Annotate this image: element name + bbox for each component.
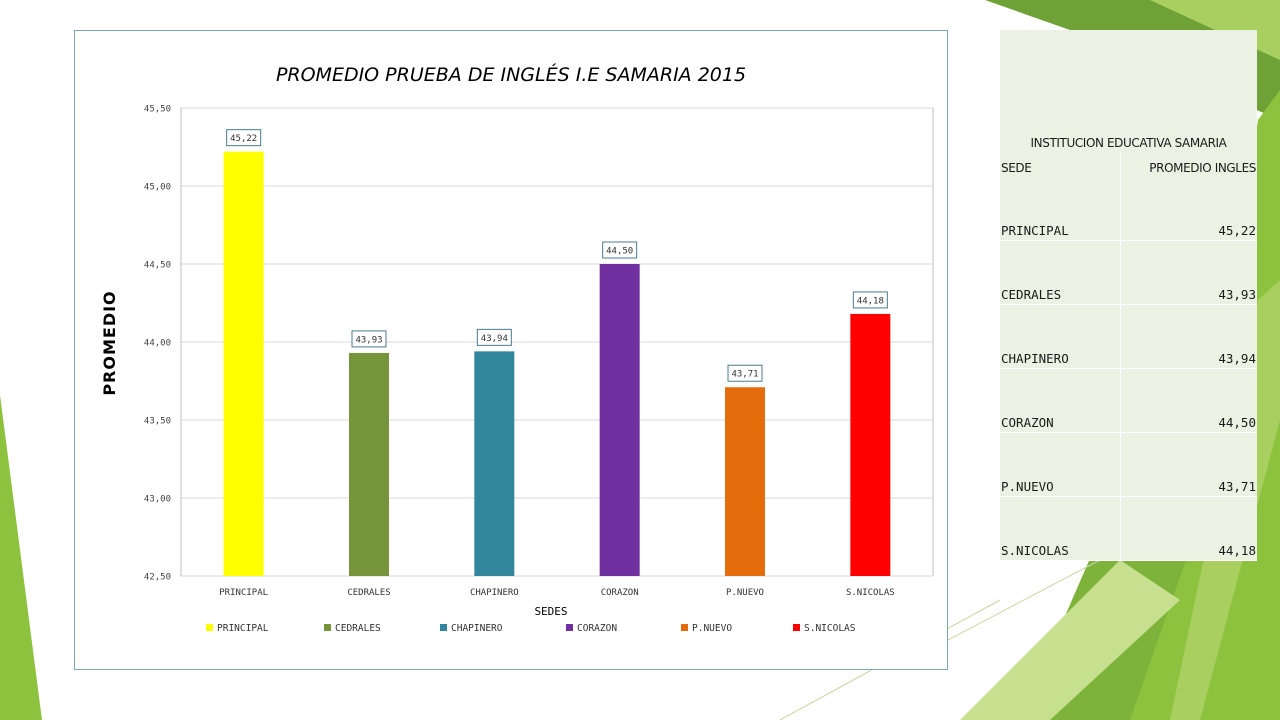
legend-label: CEDRALES — [335, 623, 381, 634]
table-cell-sede: PRINCIPAL — [1000, 177, 1121, 241]
bar — [474, 351, 515, 576]
plot-area: 42,50 43,00 43,50 44,00 44,50 45,00 45,50 45,22… — [144, 105, 934, 598]
legend-swatch — [793, 624, 800, 631]
legend-label: P.NUEVO — [692, 623, 732, 634]
table-cell-sede: P.NUEVO — [1000, 432, 1121, 497]
data-label: 43,94 — [481, 334, 508, 344]
chart-title: PROMEDIO PRUEBA DE INGLÉS I.E SAMARIA 20… — [276, 63, 746, 86]
data-label: 43,93 — [355, 335, 382, 345]
table-cell-promedio: 43,71 — [1120, 432, 1257, 497]
table-row: CORAZON 44,50 — [1000, 368, 1257, 433]
legend-swatch — [681, 624, 688, 631]
table-cell-promedio: 44,18 — [1120, 496, 1257, 561]
table-title: INSTITUCION EDUCATIVA SAMARIA — [1030, 136, 1227, 150]
data-label-box — [852, 291, 888, 309]
data-label: 43,71 — [731, 370, 758, 380]
legend-label: S.NICOLAS — [804, 623, 856, 634]
data-label-box — [476, 328, 512, 346]
table-cell-promedio: 43,94 — [1120, 304, 1257, 369]
table-header-sede: SEDE — [1000, 152, 1121, 177]
bar-chart: PROMEDIO PRUEBA DE INGLÉS I.E SAMARIA 20… — [100, 63, 934, 634]
legend-swatch — [440, 624, 447, 631]
table-row: CEDRALES 43,93 — [1000, 240, 1257, 305]
table-row: S.NICOLAS 44,18 — [1000, 496, 1257, 561]
x-tick-label: CEDRALES — [347, 588, 390, 598]
table-cell-promedio: 43,93 — [1120, 240, 1257, 305]
legend-label: PRINCIPAL — [217, 623, 269, 634]
chart-container: PROMEDIO PRUEBA DE INGLÉS I.E SAMARIA 20… — [74, 30, 948, 670]
table-cell-promedio: 45,22 — [1120, 177, 1257, 241]
left-green-sliver — [0, 395, 42, 720]
table-header-promedio: PROMEDIO INGLES — [1149, 161, 1256, 175]
bar — [223, 151, 264, 576]
data-label-box — [602, 241, 638, 259]
legend-swatch — [206, 624, 213, 631]
bar — [725, 387, 765, 576]
bar — [850, 313, 891, 576]
data-label: 44,18 — [857, 296, 884, 306]
legend-label: CORAZON — [577, 623, 617, 634]
legend-label: CHAPINERO — [451, 623, 503, 634]
bar — [599, 264, 640, 576]
x-axis-label: SEDES — [534, 605, 567, 618]
legend-swatch — [324, 624, 331, 631]
y-tick-label: 42,50 — [144, 573, 171, 583]
right-green-facet-3 — [960, 560, 1180, 720]
y-axis-label: PROMEDIO — [100, 290, 119, 395]
table-cell-sede: CHAPINERO — [1000, 304, 1121, 369]
bar — [349, 352, 389, 576]
x-tick-label: CHAPINERO — [470, 588, 519, 598]
x-tick-label: PRINCIPAL — [219, 588, 268, 598]
table-row: PRINCIPAL 45,22 — [1000, 177, 1257, 241]
table-row: CHAPINERO 43,94 — [1000, 304, 1257, 369]
y-tick-label: 44,00 — [144, 339, 171, 349]
y-tick-label: 44,50 — [144, 261, 171, 271]
table-cell-sede: S.NICOLAS — [1000, 496, 1121, 561]
data-label-box — [727, 364, 763, 382]
data-label: 45,22 — [230, 134, 257, 144]
data-table: INSTITUCION EDUCATIVA SAMARIA SEDE PROME… — [1000, 30, 1257, 561]
data-label: 44,50 — [606, 247, 633, 257]
y-tick-label: 45,50 — [144, 105, 171, 115]
x-tick-label: S.NICOLAS — [846, 588, 895, 598]
y-tick-label: 45,00 — [144, 183, 171, 193]
y-tick-label: 43,50 — [144, 417, 171, 427]
table-cell-sede: CORAZON — [1000, 368, 1121, 433]
legend-swatch — [566, 624, 573, 631]
data-label-box — [351, 330, 387, 348]
table-row: P.NUEVO 43,71 — [1000, 432, 1257, 497]
x-tick-label: CORAZON — [601, 588, 639, 598]
data-label-box — [226, 129, 262, 147]
y-tick-label: 43,00 — [144, 495, 171, 505]
decor-line-1 — [947, 559, 1101, 641]
table-cell-promedio: 44,50 — [1120, 368, 1257, 433]
table-cell-sede: CEDRALES — [1000, 240, 1121, 305]
legend: PRINCIPAL CEDRALES CHAPINERO CORAZON P.NUEVO… — [206, 623, 856, 634]
x-tick-label: P.NUEVO — [726, 588, 764, 598]
